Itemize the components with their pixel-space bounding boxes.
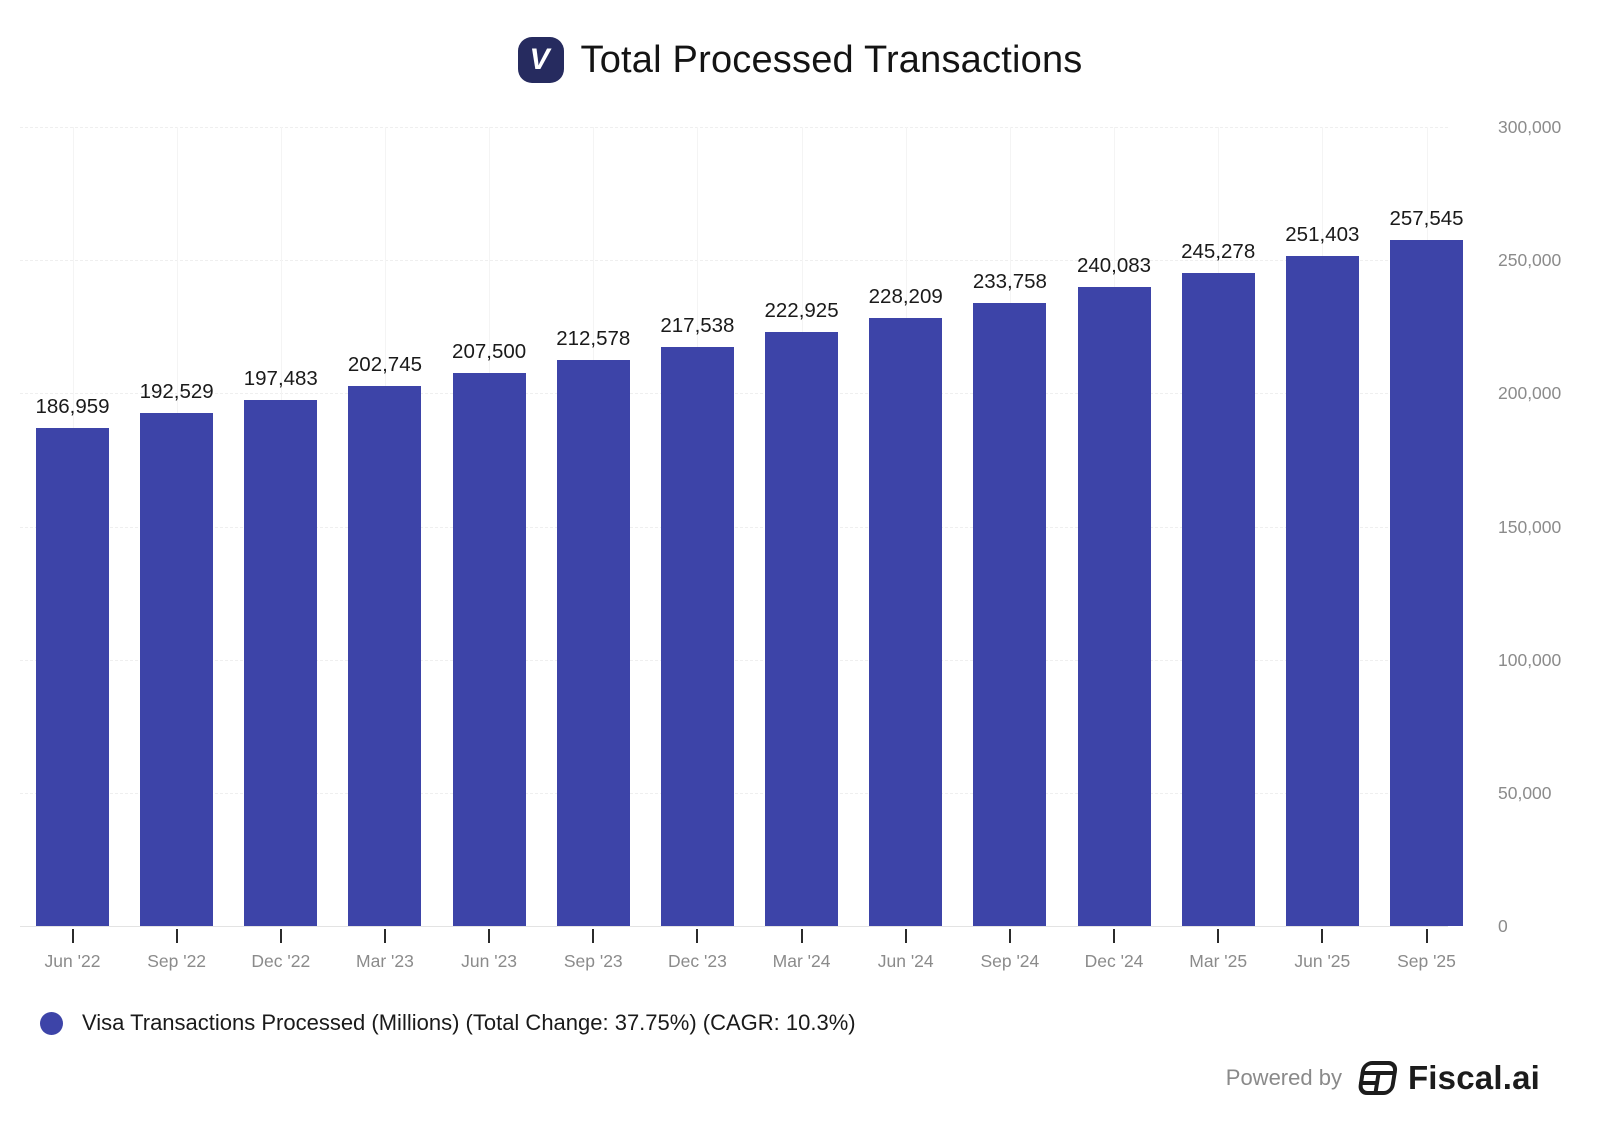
- bar-dec-23[interactable]: [660, 346, 734, 926]
- bar-mar-25[interactable]: [1181, 272, 1255, 926]
- x-axis-tick: [800, 929, 803, 943]
- bar-value-label: 212,578: [556, 326, 631, 350]
- x-axis-line: [20, 926, 1448, 927]
- bar-jun-23[interactable]: [452, 373, 526, 926]
- bar-sep-25[interactable]: [1390, 240, 1463, 926]
- x-axis-label: Jun '22: [44, 951, 101, 971]
- x-axis-label: Dec '22: [251, 951, 311, 971]
- fiscal-ai-logo-icon: [1358, 1061, 1398, 1095]
- gridline-horizontal: [20, 260, 1448, 262]
- bar-jun-24[interactable]: [869, 318, 943, 926]
- y-axis-label: 250,000: [1498, 250, 1562, 271]
- x-axis-tick: [1217, 929, 1220, 943]
- bar-value-label: 217,538: [660, 313, 735, 337]
- bar-sep-23[interactable]: [556, 359, 630, 926]
- bar-sep-22[interactable]: [140, 413, 214, 926]
- x-axis-label: Sep '25: [1397, 951, 1456, 971]
- x-axis-tick: [1321, 929, 1324, 943]
- bar-value-label: 192,529: [139, 380, 214, 404]
- y-axis-label: 150,000: [1498, 516, 1562, 537]
- bar-value-label: 257,545: [1389, 207, 1464, 231]
- footer-attribution: Powered by Fiscal.ai: [1226, 1056, 1540, 1100]
- bar-mar-23[interactable]: [348, 386, 422, 926]
- x-axis-label: Mar '24: [772, 951, 831, 971]
- fiscal-ai-wordmark: Fiscal.ai: [1407, 1059, 1540, 1096]
- y-axis-label: 0: [1498, 916, 1508, 936]
- bar-value-label: 240,083: [1076, 253, 1152, 277]
- bar-value-label: 245,278: [1181, 239, 1256, 263]
- chart-header: V Total Processed Transactions: [0, 34, 1600, 86]
- x-axis-label: Jun '24: [877, 951, 934, 971]
- bar-value-label: 207,500: [452, 340, 527, 364]
- legend-label: Visa Transactions Processed (Millions) (…: [82, 1010, 856, 1035]
- x-axis-tick: [175, 929, 178, 943]
- bar-value-label: 233,758: [972, 270, 1047, 294]
- legend-marker-icon: [40, 1011, 63, 1035]
- x-axis-tick: [1008, 929, 1011, 943]
- page-title: Total Processed Transactions: [580, 38, 1083, 81]
- x-axis-label: Sep '23: [563, 951, 623, 971]
- x-axis-tick: [1113, 929, 1116, 943]
- x-axis-tick: [383, 929, 386, 943]
- y-axis-label: 200,000: [1498, 383, 1562, 404]
- gridline-horizontal: [20, 659, 1448, 661]
- x-axis-label: Mar '25: [1189, 951, 1248, 971]
- x-axis-label: Jun '25: [1294, 951, 1351, 971]
- x-axis-tick: [1425, 929, 1428, 943]
- bar-value-label: 222,925: [764, 299, 839, 323]
- x-axis-label: Sep '24: [980, 951, 1040, 971]
- x-axis-tick: [904, 929, 907, 943]
- x-axis-tick: [696, 929, 699, 943]
- bar-mar-24[interactable]: [765, 332, 839, 926]
- bar-value-label: 202,745: [347, 353, 422, 377]
- bar-dec-22[interactable]: [244, 400, 318, 926]
- x-axis-tick: [592, 929, 595, 943]
- y-axis-label: 100,000: [1498, 649, 1562, 670]
- y-axis-label: 300,000: [1498, 117, 1562, 137]
- bar-sep-24[interactable]: [973, 303, 1047, 926]
- x-axis-label: Dec '24: [1084, 951, 1144, 971]
- bar-value-label: 186,959: [35, 395, 110, 419]
- bar-jun-22[interactable]: [36, 428, 109, 926]
- x-axis-tick: [71, 929, 74, 943]
- x-axis-label: Jun '23: [461, 951, 518, 971]
- fiscal-ai-link[interactable]: Fiscal.ai: [1356, 1058, 1540, 1098]
- powered-by-text: Powered by: [1225, 1065, 1342, 1090]
- gridline-horizontal: [20, 393, 1448, 395]
- gridline-horizontal: [20, 127, 1448, 128]
- x-axis-tick: [279, 929, 282, 943]
- legend-item[interactable]: Visa Transactions Processed (Millions) (…: [40, 1010, 856, 1036]
- bar-value-label: 228,209: [868, 285, 943, 309]
- bar-dec-24[interactable]: [1077, 286, 1151, 926]
- visa-logo-letter: V: [529, 43, 550, 76]
- bar-value-label: 251,403: [1285, 223, 1360, 247]
- x-axis-label: Mar '23: [356, 951, 414, 971]
- x-axis-label: Dec '23: [668, 951, 727, 971]
- y-axis-label: 50,000: [1498, 782, 1552, 803]
- bar-jun-25[interactable]: [1285, 256, 1359, 926]
- x-axis-tick: [488, 929, 491, 943]
- gridline-horizontal: [20, 526, 1448, 528]
- bar-value-label: 197,483: [243, 367, 318, 391]
- visa-logo: V: [517, 37, 564, 83]
- gridline-horizontal: [20, 792, 1448, 794]
- x-axis-label: Sep '22: [147, 951, 207, 971]
